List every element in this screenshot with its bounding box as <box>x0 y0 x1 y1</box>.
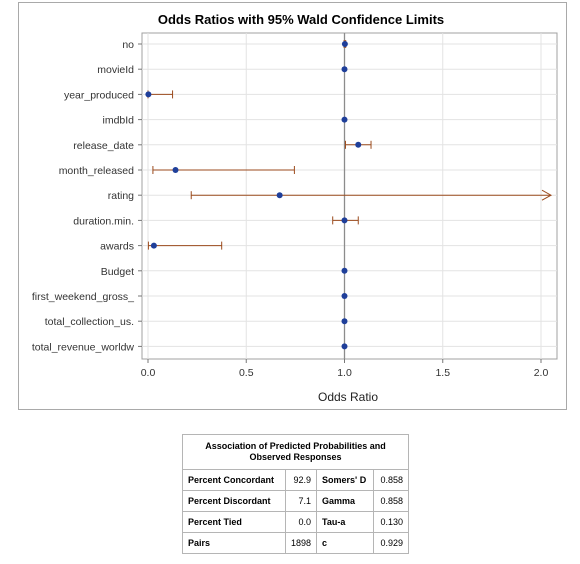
association-table-caption: Association of Predicted Probabilities a… <box>181 434 410 470</box>
x-tick-label: 1.5 <box>435 367 450 379</box>
y-tick-label: imdbId <box>102 115 134 127</box>
x-tick-label: 0.0 <box>141 367 156 379</box>
statistic-name: c <box>316 532 375 554</box>
x-tick-labels: 0.0 0.5 1.0 1.5 2.0 <box>141 359 549 379</box>
x-axis-label: Odds Ratio <box>318 390 378 404</box>
odds-ratio-point <box>172 167 179 173</box>
grid-layer <box>141 32 558 360</box>
y-tick-labels: no movieId year_produced imdbId release_date… <box>32 39 142 353</box>
y-tick-label: rating <box>108 190 134 202</box>
row-label: Percent Tied <box>182 511 286 533</box>
table-row: Percent Tied 0.0 Tau-a 0.130 <box>182 511 410 533</box>
y-tick-label: awards <box>100 241 134 253</box>
y-tick-label: total_collection_us. <box>45 316 134 328</box>
statistic-name: Tau-a <box>316 511 375 533</box>
odds-ratio-point <box>341 217 348 224</box>
y-tick-label: duration.min. <box>73 215 134 227</box>
interval-overflow-arrow <box>541 189 553 201</box>
odds-ratio-point <box>150 242 157 249</box>
odds-ratio-chart: Odds Ratios with 95% Wald Confidence Lim… <box>18 2 567 410</box>
odds-ratio-point <box>355 141 362 148</box>
odds-ratio-points <box>145 41 362 350</box>
x-tick-label: 0.5 <box>239 367 254 379</box>
row-value: 92.9 <box>284 469 318 491</box>
y-tick-label: release_date <box>73 140 134 152</box>
y-tick-label: Budget <box>101 266 134 278</box>
y-tick-label: year_produced <box>64 89 134 101</box>
row-value: 1898 <box>284 532 318 554</box>
table-row: Percent Discordant 7.1 Gamma 0.858 <box>182 490 410 512</box>
table-row: Percent Concordant 92.9 Somers' D 0.858 <box>182 469 410 491</box>
y-tick-label: month_released <box>59 165 134 177</box>
odds-ratio-point <box>341 116 348 123</box>
row-label: Percent Discordant <box>182 490 286 512</box>
row-value: 7.1 <box>284 490 318 512</box>
odds-ratio-plot: Odds Ratios with 95% Wald Confidence Lim… <box>32 12 558 404</box>
odds-ratio-point <box>341 343 348 350</box>
statistic-value: 0.858 <box>373 469 410 491</box>
statistic-name: Somers' D <box>316 469 375 491</box>
association-table-body: Percent Concordant 92.9 Somers' D 0.858 Perc… <box>182 469 410 554</box>
table-row: Pairs 1898 c 0.929 <box>182 532 410 554</box>
plot-area-border <box>141 32 558 360</box>
y-tick-label: first_weekend_gross_ <box>32 291 134 303</box>
association-table: Association of Predicted Probabilities a… <box>181 434 410 554</box>
x-tick-label: 1.0 <box>337 367 352 379</box>
y-tick-label: no <box>122 39 134 51</box>
statistic-value: 0.858 <box>373 490 410 512</box>
row-label: Percent Concordant <box>182 469 286 491</box>
x-tick-label: 2.0 <box>534 367 549 379</box>
odds-ratio-point <box>341 293 348 299</box>
odds-ratio-point <box>341 318 348 325</box>
odds-ratio-point <box>341 66 348 73</box>
row-value: 0.0 <box>284 511 318 533</box>
statistic-value: 0.130 <box>373 511 410 533</box>
odds-ratio-point <box>145 91 152 98</box>
odds-ratio-point <box>341 267 348 274</box>
y-tick-label: movieId <box>97 64 134 76</box>
row-label: Pairs <box>182 532 286 554</box>
odds-ratio-point <box>341 41 348 47</box>
odds-ratio-point <box>276 192 283 199</box>
chart-title: Odds Ratios with 95% Wald Confidence Lim… <box>158 12 444 27</box>
y-tick-label: total_revenue_worldw <box>32 341 135 353</box>
statistic-value: 0.929 <box>373 532 410 554</box>
statistic-name: Gamma <box>316 490 375 512</box>
